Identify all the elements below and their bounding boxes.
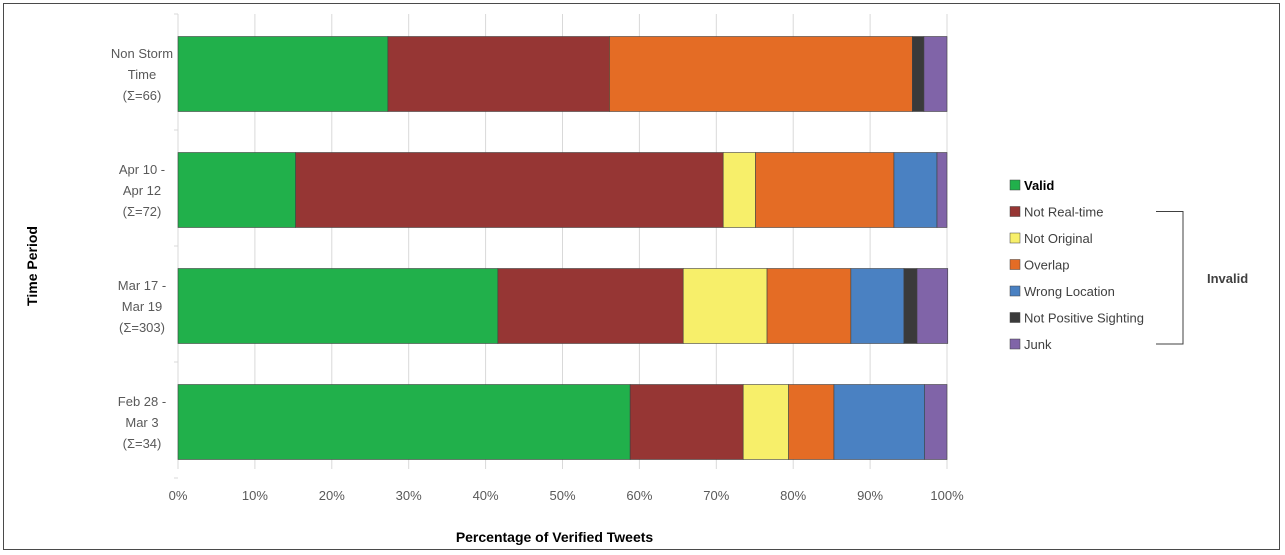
x-tick-label: 30% [396,488,422,503]
x-tick-label: 40% [473,488,499,503]
bar-segment-not-real-time [629,384,744,460]
x-tick-label: 80% [780,488,806,503]
legend-swatch [1009,179,1021,191]
category-label: (Σ=66) [123,88,162,103]
legend-swatch [1009,312,1021,323]
category-label: Mar 3 [125,415,158,430]
category-label: Apr 10 - [119,162,165,177]
bar-segment-not-original [682,268,768,344]
category-label: Mar 17 - [118,278,166,293]
bar-segment-overlap [766,268,852,344]
bar-segment-wrong-location [893,152,938,228]
invalid-group-label: Invalid [1207,271,1248,286]
bar-segment-junk [924,384,948,460]
stacked-bar-chart: 0% 10% 20% 30% 40% 50% 60% 70% 80% 90% 100% Non St… [24,13,1248,545]
legend-swatch [1009,338,1021,350]
x-tick-label: 70% [703,488,729,503]
bar-segment-junk [916,268,949,344]
x-tick-label: 10% [242,488,268,503]
legend-label: Not Real-time [1024,205,1103,220]
bar-segment-not-original [742,384,789,460]
bar-segment-not-real-time [295,152,724,228]
invalid-bracket [1156,211,1184,345]
bar-segment-overlap [609,36,913,112]
bar-segment-overlap [788,384,835,460]
category-label: Feb 28 - [118,394,166,409]
category-tick-marks [174,13,179,479]
category-label: Mar 19 [122,299,162,314]
x-tick-label: 90% [857,488,883,503]
x-tick-label: 100% [930,488,964,503]
legend-label: Valid [1024,178,1054,193]
bars [177,36,949,460]
category-label: Time [128,67,156,82]
bar-segment-not-real-time [497,268,684,344]
bar-segment-not-original [722,152,756,228]
bar-segment-not-positive-sighting [903,268,918,344]
legend-swatch [1009,206,1021,217]
y-axis-categories: Non Storm Time (Σ=66) Apr 10 - Apr 12 (Σ=72) M… [111,46,173,451]
bar-segment-wrong-location [850,268,905,344]
category-label: (Σ=72) [123,204,162,219]
category-label: Non Storm [111,46,173,61]
bar-segment-valid [177,268,499,344]
bar-segment-junk [923,36,948,112]
x-tick-label: 0% [169,488,188,503]
bar-segment-not-positive-sighting [912,36,925,112]
x-axis-title: Percentage of Verified Tweets [456,529,654,545]
bar-segment-valid [177,152,296,228]
legend-label: Not Positive Sighting [1024,311,1144,326]
legend: Valid Not Real-time Not Original Overlap Wro… [1009,178,1144,352]
legend-label: Wrong Location [1024,284,1115,299]
chart-frame: 0% 10% 20% 30% 40% 50% 60% 70% 80% 90% 100% Non St… [3,3,1280,550]
legend-label: Not Original [1024,231,1093,246]
bar-segment-not-real-time [387,36,610,112]
x-tick-label: 50% [549,488,575,503]
legend-swatch [1009,232,1021,244]
x-axis-ticks: 0% 10% 20% 30% 40% 50% 60% 70% 80% 90% 100% [169,488,964,503]
legend-swatch [1009,259,1021,270]
category-label: Apr 12 [123,183,161,198]
bar-segment-overlap [755,152,895,228]
bar-segment-valid [177,384,631,460]
x-tick-label: 20% [319,488,345,503]
legend-label: Junk [1024,337,1052,352]
y-axis-title: Time Period [24,226,40,306]
category-label: (Σ=34) [123,436,162,451]
bar-segment-valid [177,36,389,112]
category-label: (Σ=303) [119,320,165,335]
legend-label: Overlap [1024,258,1070,273]
x-tick-label: 60% [626,488,652,503]
bar-segment-junk [936,152,948,228]
legend-swatch [1009,285,1021,297]
bar-segment-wrong-location [833,384,925,460]
